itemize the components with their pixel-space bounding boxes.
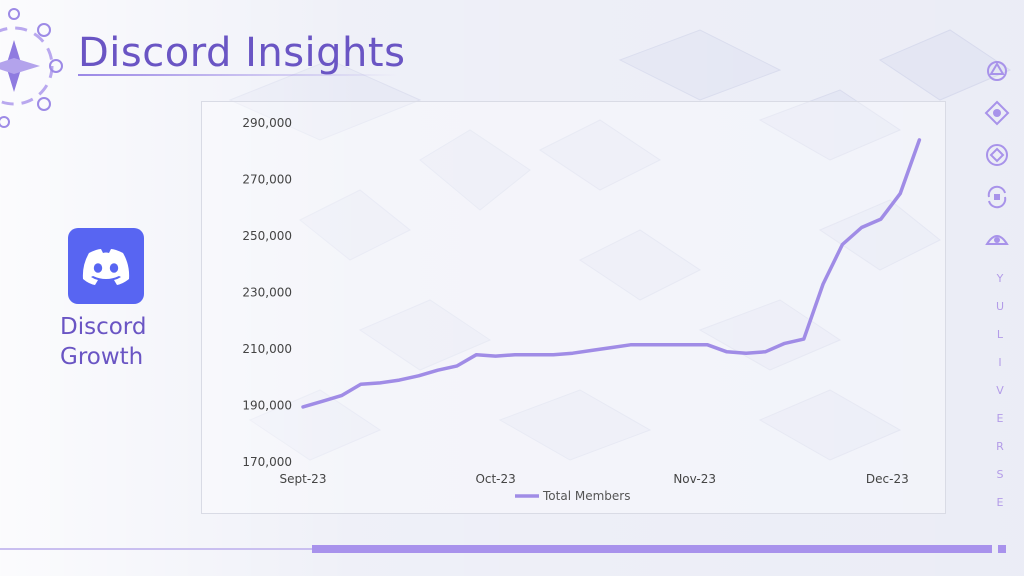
title-underline xyxy=(78,74,398,76)
emblem-3-icon xyxy=(986,144,1008,166)
bottom-bar-thick xyxy=(312,545,992,553)
y-tick-label: 230,000 xyxy=(242,286,292,300)
x-axis-ticks: Sept-23 Oct-23 Nov-23 Dec-23 xyxy=(280,472,909,486)
emblem-4-icon xyxy=(987,185,1007,209)
emblem-1-icon xyxy=(987,61,1007,81)
growth-chart: 170,000 190,000 210,000 230,000 250,000 270,0… xyxy=(242,116,922,503)
right-emblem-column xyxy=(984,58,1012,268)
brand-letter: R xyxy=(996,440,1004,453)
side-label: Discord Growth xyxy=(60,312,180,372)
chart-legend: Total Members xyxy=(515,489,630,503)
x-tick-label: Nov-23 xyxy=(673,472,716,486)
brand-letter: V xyxy=(996,384,1004,397)
brand-letter: I xyxy=(998,356,1002,369)
compass-emblem-icon xyxy=(0,8,63,128)
series-line-total-members xyxy=(301,138,922,409)
chart-frame xyxy=(201,101,946,514)
brand-letter: U xyxy=(995,300,1005,313)
y-tick-label: 190,000 xyxy=(242,399,292,413)
legend-label: Total Members xyxy=(542,489,630,503)
y-tick-label: 210,000 xyxy=(242,342,292,356)
y-tick-label: 270,000 xyxy=(242,173,292,187)
discord-logo-icon xyxy=(68,228,144,304)
brand-letter: Y xyxy=(996,272,1004,285)
brand-letter: E xyxy=(996,412,1004,425)
emblem-5-icon xyxy=(985,235,1009,245)
emblem-2-icon xyxy=(984,100,1010,126)
y-tick-label: 250,000 xyxy=(242,229,292,243)
y-axis-ticks: 170,000 190,000 210,000 230,000 250,000 270,0… xyxy=(242,116,292,469)
brand-letter: S xyxy=(996,468,1004,481)
x-tick-label: Sept-23 xyxy=(280,472,327,486)
side-label-line2: Growth xyxy=(60,344,144,370)
bottom-bar-thin xyxy=(0,548,312,550)
y-tick-label: 290,000 xyxy=(242,116,292,130)
page-title: Discord Insights xyxy=(78,30,406,76)
side-label-line1: Discord xyxy=(60,314,147,340)
x-tick-label: Dec-23 xyxy=(866,472,909,486)
brand-letter: L xyxy=(996,328,1004,341)
bottom-bar-dot xyxy=(998,545,1006,553)
x-tick-label: Oct-23 xyxy=(475,472,515,486)
y-tick-label: 170,000 xyxy=(242,455,292,469)
brand-letter: E xyxy=(996,496,1004,509)
brand-vertical-text: Y U L I V E R S E xyxy=(992,272,1008,509)
